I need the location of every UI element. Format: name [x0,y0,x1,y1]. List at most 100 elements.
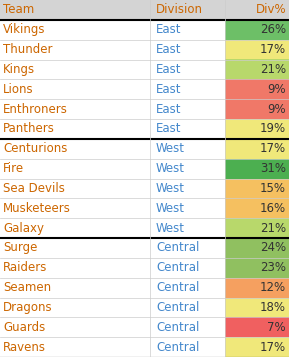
Text: West: West [156,162,185,175]
Text: East: East [156,23,181,36]
Bar [0,139,150,159]
Text: Div%: Div% [255,4,286,16]
Bar [0,159,150,178]
Text: Team: Team [3,4,34,16]
Text: Thunder: Thunder [3,43,52,56]
Text: 19%: 19% [260,122,286,135]
Bar [150,258,225,278]
Bar [0,60,150,79]
Bar [0,198,150,218]
Bar [150,297,225,317]
Bar [0,20,150,40]
Text: 23%: 23% [260,261,286,274]
Text: 26%: 26% [260,23,286,36]
Text: Kings: Kings [3,63,35,76]
Text: Central: Central [156,301,199,314]
Bar [150,218,225,238]
Bar [0,178,150,198]
Text: Dragons: Dragons [3,301,53,314]
Bar [0,119,150,139]
Text: 7%: 7% [268,321,286,334]
Text: West: West [156,202,185,215]
Text: 31%: 31% [260,162,286,175]
Text: 12%: 12% [260,281,286,294]
Text: Central: Central [156,261,199,274]
Text: Raiders: Raiders [3,261,47,274]
Bar [0,278,150,297]
Text: Vikings: Vikings [3,23,45,36]
Bar [225,178,289,198]
Bar [225,119,289,139]
Bar [225,60,289,79]
Text: Musketeers: Musketeers [3,202,71,215]
Bar [225,79,289,99]
Bar [150,238,225,258]
Bar [225,0,289,20]
Bar [0,218,150,238]
Bar [150,139,225,159]
Bar [225,337,289,357]
Text: East: East [156,83,181,96]
Bar [150,159,225,178]
Bar [225,238,289,258]
Bar [0,258,150,278]
Text: Guards: Guards [3,321,45,334]
Text: East: East [156,43,181,56]
Bar [225,40,289,60]
Text: West: West [156,182,185,195]
Text: 9%: 9% [268,83,286,96]
Text: 18%: 18% [260,301,286,314]
Text: Central: Central [156,321,199,334]
Bar [150,119,225,139]
Bar [150,0,225,20]
Bar [150,278,225,297]
Text: East: East [156,102,181,116]
Text: 17%: 17% [260,142,286,155]
Bar [225,278,289,297]
Bar [150,60,225,79]
Bar [150,337,225,357]
Bar [225,20,289,40]
Bar [225,317,289,337]
Bar [225,198,289,218]
Bar [225,297,289,317]
Bar [0,0,150,20]
Text: 15%: 15% [260,182,286,195]
Bar [150,40,225,60]
Text: 21%: 21% [260,63,286,76]
Text: West: West [156,222,185,235]
Text: Lions: Lions [3,83,34,96]
Bar [150,178,225,198]
Text: 24%: 24% [260,241,286,255]
Bar [225,159,289,178]
Bar [225,218,289,238]
Text: Fire: Fire [3,162,24,175]
Text: Division: Division [156,4,203,16]
Bar [0,79,150,99]
Bar [0,317,150,337]
Text: Central: Central [156,281,199,294]
Bar [0,297,150,317]
Bar [150,317,225,337]
Bar [150,198,225,218]
Text: Centurions: Centurions [3,142,67,155]
Bar [0,40,150,60]
Text: 17%: 17% [260,43,286,56]
Text: Panthers: Panthers [3,122,55,135]
Bar [225,139,289,159]
Bar [225,258,289,278]
Text: 9%: 9% [268,102,286,116]
Bar [150,99,225,119]
Text: West: West [156,142,185,155]
Bar [150,79,225,99]
Text: Ravens: Ravens [3,341,46,353]
Text: Surge: Surge [3,241,37,255]
Text: 21%: 21% [260,222,286,235]
Text: Seamen: Seamen [3,281,51,294]
Bar [0,99,150,119]
Text: 16%: 16% [260,202,286,215]
Bar [0,337,150,357]
Bar [0,238,150,258]
Text: 17%: 17% [260,341,286,353]
Text: Galaxy: Galaxy [3,222,44,235]
